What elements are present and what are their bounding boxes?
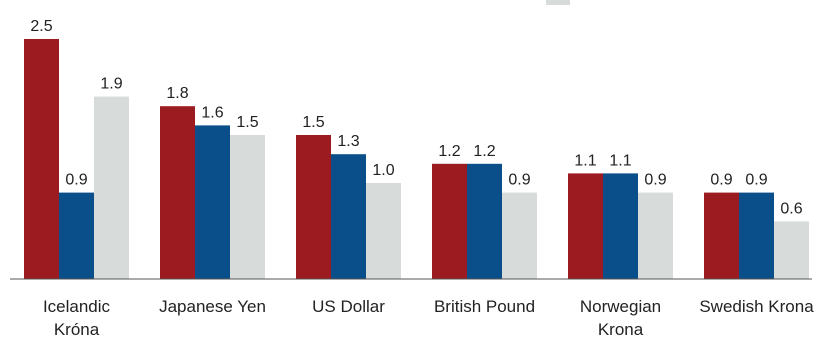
value-label-series1-cat3: 1.5 bbox=[302, 114, 324, 131]
bar-series3-cat6 bbox=[774, 221, 809, 279]
category-label-5-line2: Krona bbox=[598, 320, 644, 339]
value-label-series3-cat1: 1.9 bbox=[100, 76, 122, 93]
category-labels-layer: Icelandic Króna Japanese Yen US Dollar Briti… bbox=[43, 297, 814, 339]
value-label-series2-cat2: 1.6 bbox=[201, 104, 223, 121]
bar-series1-cat5 bbox=[568, 173, 603, 279]
value-label-series2-cat1: 0.9 bbox=[65, 172, 87, 189]
bar-series1-cat4 bbox=[432, 163, 467, 279]
category-label-3: US Dollar bbox=[312, 297, 385, 316]
bar-series3-cat2 bbox=[230, 135, 265, 279]
value-label-series3-cat6: 0.6 bbox=[780, 200, 802, 217]
bar-series2-cat5 bbox=[603, 173, 638, 279]
bar-series2-cat1 bbox=[59, 192, 94, 279]
bar-series2-cat3 bbox=[331, 154, 366, 279]
bar-series3-cat3 bbox=[366, 183, 401, 279]
bar-series2-cat6 bbox=[739, 192, 774, 279]
bar-series2-cat2 bbox=[195, 125, 230, 280]
category-label-2: Japanese Yen bbox=[159, 297, 266, 316]
bar-series3-cat5 bbox=[638, 192, 673, 279]
value-label-series1-cat4: 1.2 bbox=[438, 143, 460, 160]
value-label-series1-cat5: 1.1 bbox=[574, 152, 596, 169]
bar-series3-cat1 bbox=[94, 96, 129, 279]
category-label-1-line2: Króna bbox=[54, 320, 100, 339]
value-label-series1-cat2: 1.8 bbox=[166, 85, 188, 102]
value-label-series3-cat2: 1.5 bbox=[236, 114, 258, 131]
value-label-series2-cat5: 1.1 bbox=[609, 152, 631, 169]
legend-swatch bbox=[546, 0, 570, 5]
value-label-series2-cat3: 1.3 bbox=[337, 133, 359, 150]
value-label-series3-cat4: 0.9 bbox=[508, 172, 530, 189]
value-label-series3-cat5: 0.9 bbox=[644, 172, 666, 189]
bar-series3-cat4 bbox=[502, 192, 537, 279]
bar-series1-cat2 bbox=[160, 106, 195, 279]
value-labels-layer: 2.5 1.8 1.5 1.2 1.1 0.9 0.9 1.6 1.3 1.2 1.1 0.9 1.9 1… bbox=[30, 18, 802, 217]
bar-series1-cat1 bbox=[24, 39, 59, 279]
category-label-5-line1: Norwegian bbox=[580, 297, 661, 316]
value-label-series2-cat4: 1.2 bbox=[473, 143, 495, 160]
category-label-6: Swedish Krona bbox=[699, 297, 814, 316]
category-label-1-line1: Icelandic bbox=[43, 297, 111, 316]
value-label-series1-cat6: 0.9 bbox=[710, 172, 732, 189]
value-label-series3-cat3: 1.0 bbox=[372, 162, 394, 179]
bar-series1-cat3 bbox=[296, 135, 331, 279]
value-label-series1-cat1: 2.5 bbox=[30, 18, 52, 35]
value-label-series2-cat6: 0.9 bbox=[745, 172, 767, 189]
bars-layer bbox=[24, 39, 809, 280]
bar-series2-cat4 bbox=[467, 163, 502, 279]
bar-series1-cat6 bbox=[704, 192, 739, 279]
category-label-4: British Pound bbox=[434, 297, 535, 316]
